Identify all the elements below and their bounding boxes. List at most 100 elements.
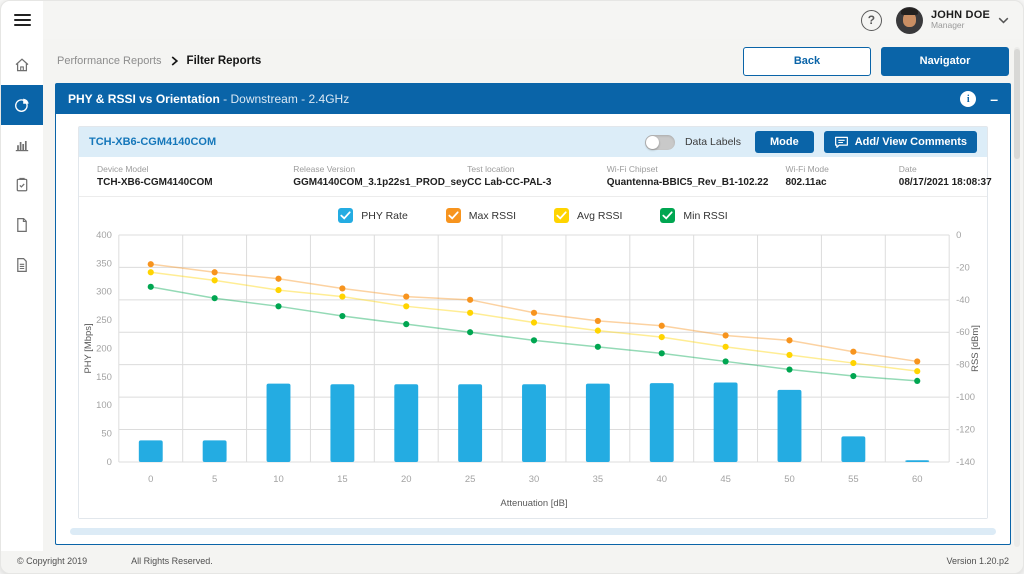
svg-text:55: 55 bbox=[848, 474, 859, 485]
meta-label: Wi-Fi Mode bbox=[785, 164, 829, 174]
chevron-down-icon bbox=[998, 17, 1009, 23]
collapse-button[interactable]: – bbox=[990, 92, 998, 106]
checkbox-checked-icon bbox=[338, 208, 354, 223]
panel-header: PHY & RSSI vs Orientation - Downstream -… bbox=[56, 84, 1010, 114]
sidebar-item-bar-chart[interactable] bbox=[1, 125, 43, 165]
svg-text:25: 25 bbox=[465, 474, 476, 485]
svg-text:RSS [dBm]: RSS [dBm] bbox=[970, 325, 981, 372]
sidebar-nav bbox=[1, 39, 43, 551]
sidebar-item-pie-chart[interactable] bbox=[1, 85, 43, 125]
report-panel: PHY & RSSI vs Orientation - Downstream -… bbox=[55, 83, 1011, 545]
meta-value: Quantenna-BBIC5_Rev_B1-102.22 bbox=[606, 177, 769, 188]
svg-text:100: 100 bbox=[96, 400, 112, 411]
top-bar-right: ? JOHN DOE Manager bbox=[43, 1, 1023, 39]
svg-text:PHY [Mbps]: PHY [Mbps] bbox=[83, 323, 94, 373]
svg-text:400: 400 bbox=[96, 230, 112, 241]
meta-field: Wi-Fi Chipset Quantenna-BBIC5_Rev_B1-102.… bbox=[607, 164, 786, 188]
breadcrumb-chevron-icon bbox=[171, 56, 178, 66]
footer: © Copyright 2019 All Rights Reserved. Ve… bbox=[1, 551, 1023, 573]
content-row: Performance Reports Filter Reports Back … bbox=[1, 39, 1023, 551]
meta-field: Date 08/17/2021 18:08:37 bbox=[899, 164, 995, 188]
device-meta-row: Device Model TCH-XB6-CGM4140COM Release Ve… bbox=[79, 157, 992, 197]
data-labels-toggle[interactable] bbox=[644, 134, 675, 150]
breadcrumb-parent[interactable]: Performance Reports bbox=[57, 55, 162, 67]
breadcrumb-row: Performance Reports Filter Reports Back … bbox=[55, 39, 1011, 83]
avatar bbox=[895, 6, 923, 34]
meta-label: Release Version bbox=[293, 164, 356, 174]
chart-container: 0 50 100 150 200 250 300 350 400 0 -20 -40 -60 -80 -10… bbox=[79, 225, 987, 518]
breadcrumb-current: Filter Reports bbox=[186, 55, 262, 67]
comment-icon bbox=[834, 136, 848, 148]
chart-legend: PHY Rate Max RSSI Avg RSSI Min RSSI bbox=[79, 197, 987, 225]
meta-label: Device Model bbox=[97, 164, 149, 174]
user-menu[interactable]: JOHN DOE Manager bbox=[895, 6, 1009, 34]
svg-text:5: 5 bbox=[212, 474, 217, 485]
info-button[interactable]: i bbox=[960, 91, 977, 107]
document-icon bbox=[13, 216, 31, 234]
mode-button[interactable]: Mode bbox=[755, 131, 814, 153]
meta-label: Date bbox=[898, 164, 917, 174]
svg-text:300: 300 bbox=[96, 287, 112, 298]
main-content: Performance Reports Filter Reports Back … bbox=[43, 39, 1023, 551]
svg-text:Attenuation [dB]: Attenuation [dB] bbox=[500, 498, 567, 509]
line-series-min-rssi bbox=[147, 283, 921, 384]
navigator-button[interactable]: Navigator bbox=[881, 46, 1009, 76]
toggle-knob bbox=[645, 135, 659, 149]
checkbox-checked-icon bbox=[660, 208, 676, 223]
horizontal-scrollbar[interactable] bbox=[70, 528, 996, 535]
legend-item-min-rssi[interactable]: Min RSSI bbox=[660, 208, 728, 223]
svg-text:-100: -100 bbox=[956, 392, 975, 403]
meta-value: 08/17/2021 18:08:37 bbox=[898, 177, 992, 188]
clipboard-check-icon bbox=[13, 176, 31, 194]
hamburger-icon bbox=[13, 12, 31, 29]
bar-series-phy-rate bbox=[138, 382, 930, 462]
line-series-max-rssi bbox=[147, 261, 921, 365]
device-report-card: TCH-XB6-CGM4140COM Data Labels Mode bbox=[78, 126, 992, 519]
svg-text:-60: -60 bbox=[956, 327, 970, 338]
svg-text:40: 40 bbox=[656, 474, 667, 485]
svg-text:60: 60 bbox=[912, 474, 923, 485]
svg-text:-40: -40 bbox=[956, 295, 970, 306]
add-view-comments-button[interactable]: Add/ View Comments bbox=[823, 131, 977, 153]
top-bar: ? JOHN DOE Manager bbox=[1, 1, 1023, 39]
document-lines-icon bbox=[13, 256, 31, 274]
meta-field: Test location CC Lab-CC-PAL-3 bbox=[467, 164, 607, 188]
sidebar-item-home[interactable] bbox=[1, 45, 43, 85]
svg-text:20: 20 bbox=[401, 474, 411, 485]
help-button[interactable]: ? bbox=[860, 9, 882, 31]
legend-item-max-rssi[interactable]: Max RSSI bbox=[445, 208, 516, 223]
meta-value: TCH-XB6-CGM4140COM bbox=[97, 177, 213, 188]
legend-label: Min RSSI bbox=[683, 209, 728, 222]
svg-text:200: 200 bbox=[96, 343, 112, 354]
sidebar-item-clipboard-check[interactable] bbox=[1, 165, 43, 205]
svg-text:50: 50 bbox=[101, 429, 112, 440]
svg-text:250: 250 bbox=[96, 315, 112, 326]
meta-label: Wi-Fi Chipset bbox=[606, 164, 658, 174]
legend-item-avg-rssi[interactable]: Avg RSSI bbox=[554, 208, 622, 223]
sidebar-item-document-lines[interactable] bbox=[1, 245, 43, 285]
gridlines bbox=[118, 234, 950, 463]
sidebar-item-document[interactable] bbox=[1, 205, 43, 245]
version-text: Version 1.20.p2 bbox=[946, 556, 1009, 566]
meta-field: Release Version GGM4140COM_3.1p22s1_PROD_… bbox=[293, 164, 467, 188]
svg-text:0: 0 bbox=[148, 474, 153, 485]
panel-title: PHY & RSSI vs Orientation - Downstream -… bbox=[68, 92, 350, 106]
svg-text:-120: -120 bbox=[956, 425, 975, 436]
svg-text:45: 45 bbox=[720, 474, 731, 485]
meta-field: Wi-Fi Mode 802.11ac bbox=[785, 164, 898, 188]
vertical-scrollbar-thumb[interactable] bbox=[1014, 49, 1020, 159]
legend-item-phy-rate[interactable]: PHY Rate bbox=[338, 208, 408, 223]
svg-text:10: 10 bbox=[273, 474, 284, 485]
user-name: JOHN DOE bbox=[930, 8, 990, 21]
device-name-label: TCH-XB6-CGM4140COM bbox=[89, 136, 217, 148]
user-role: Manager bbox=[930, 20, 965, 31]
vertical-scrollbar[interactable] bbox=[1014, 47, 1020, 547]
hamburger-menu-button[interactable] bbox=[1, 1, 43, 39]
meta-value: CC Lab-CC-PAL-3 bbox=[467, 177, 552, 188]
svg-text:30: 30 bbox=[529, 474, 540, 485]
back-button[interactable]: Back bbox=[743, 46, 871, 76]
checkbox-checked-icon bbox=[554, 208, 570, 223]
svg-text:35: 35 bbox=[593, 474, 604, 485]
